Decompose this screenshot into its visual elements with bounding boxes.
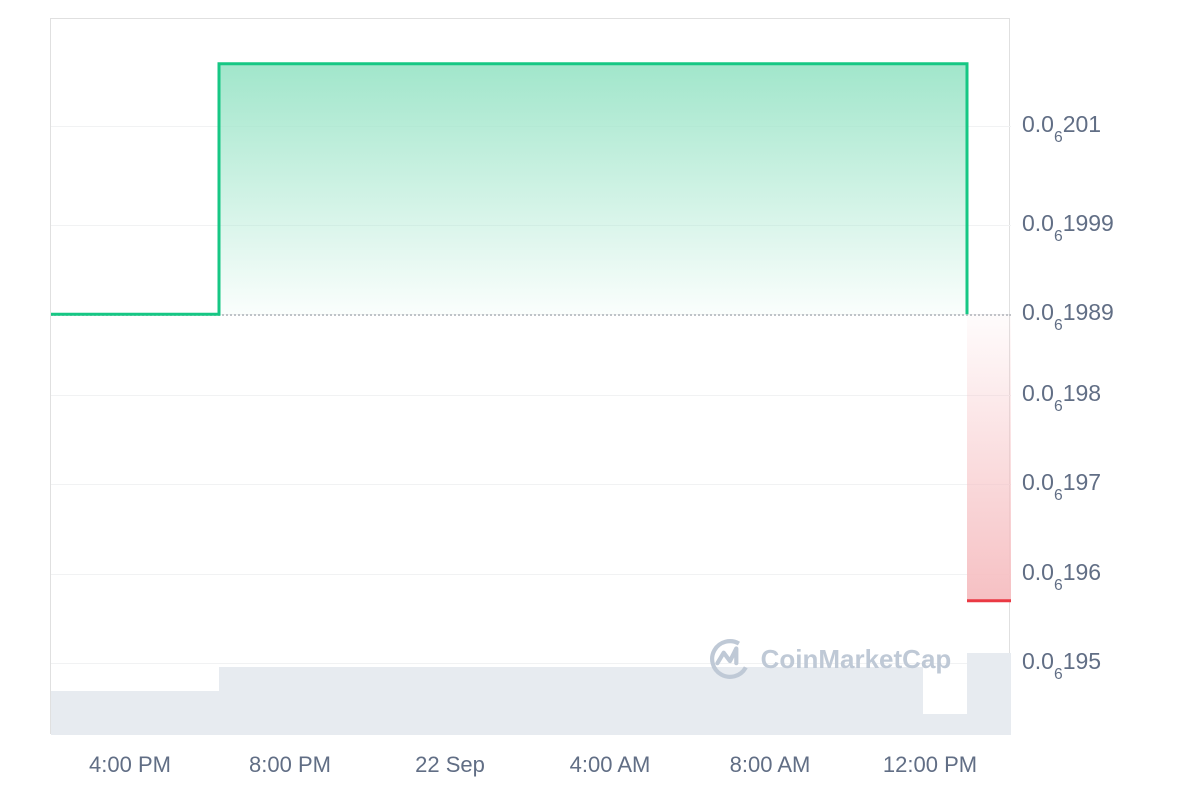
y-axis-tick-label: 0.06201 (1022, 111, 1101, 143)
y-axis-tick-label: 0.061999 (1022, 210, 1114, 242)
x-axis-tick-label: 22 Sep (415, 752, 485, 778)
green-area (51, 64, 967, 314)
y-axis-tick-label: 0.06197 (1022, 469, 1101, 501)
y-axis-tick-label: 0.061989 (1022, 299, 1114, 331)
price-chart[interactable]: CoinMarketCap (50, 18, 1010, 734)
red-area (967, 314, 1011, 601)
watermark: CoinMarketCap (709, 638, 952, 680)
plot-area: CoinMarketCap (51, 19, 1011, 735)
x-axis-labels: 4:00 PM 8:00 PM 22 Sep 4:00 AM 8:00 AM 12:00 … (50, 752, 1010, 792)
x-axis-tick-label: 12:00 PM (883, 752, 977, 778)
coinmarketcap-icon (709, 638, 751, 680)
y-axis-tick-label: 0.06198 (1022, 380, 1101, 412)
x-axis-tick-label: 8:00 PM (249, 752, 331, 778)
watermark-text: CoinMarketCap (761, 644, 952, 675)
price-svg (51, 19, 1011, 735)
y-axis-labels: 0.06201 0.061999 0.061989 0.06198 0.06197 0.0… (1022, 18, 1192, 734)
x-axis-tick-label: 8:00 AM (730, 752, 811, 778)
y-axis-tick-label: 0.06196 (1022, 559, 1101, 591)
x-axis-tick-label: 4:00 AM (570, 752, 651, 778)
x-axis-tick-label: 4:00 PM (89, 752, 171, 778)
y-axis-tick-label: 0.06195 (1022, 648, 1101, 680)
